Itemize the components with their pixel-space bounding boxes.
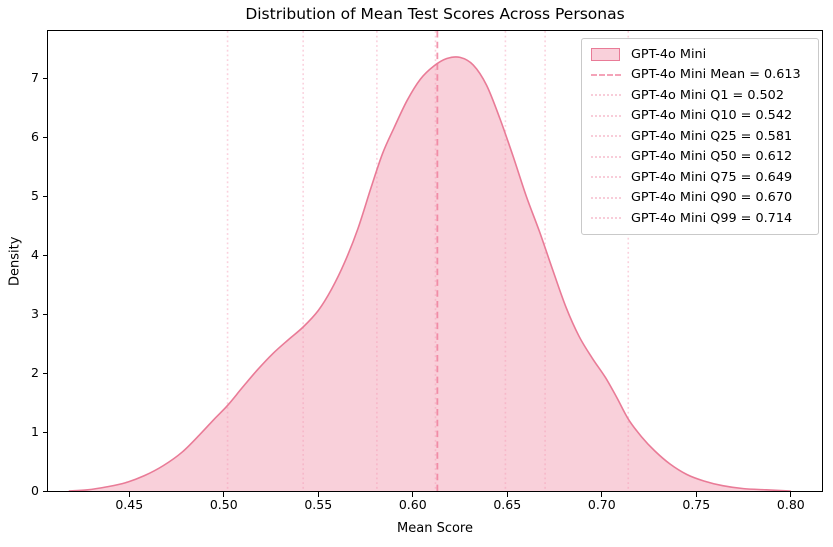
x-tick-label: 0.65 [493, 497, 522, 512]
y-tick-mark [42, 313, 47, 315]
legend-dashed-line-swatch [591, 73, 621, 76]
legend-item: GPT-4o Mini Mean = 0.613 [591, 65, 818, 86]
x-tick-label: 0.60 [398, 497, 427, 512]
y-tick-label: 2 [31, 365, 39, 380]
y-tick-mark [42, 136, 47, 138]
legend-item-label: GPT-4o Mini Mean = 0.613 [631, 67, 801, 83]
x-tick-mark [128, 492, 130, 497]
legend-item: GPT-4o Mini Q90 = 0.670 [591, 188, 818, 209]
legend-item-label: GPT-4o Mini [631, 46, 707, 62]
x-tick-mark [601, 492, 603, 497]
y-tick-mark [42, 254, 47, 256]
x-tick-label: 0.50 [209, 497, 238, 512]
y-tick-label: 3 [31, 306, 39, 321]
legend-item: GPT-4o Mini Q99 = 0.714 [591, 208, 818, 229]
y-axis-label: Density [7, 236, 23, 286]
legend-dotted-line-swatch [591, 217, 621, 220]
legend-item: GPT-4o Mini Q50 = 0.612 [591, 147, 818, 168]
legend-patch-swatch [591, 47, 621, 61]
legend-item-label: GPT-4o Mini Q1 = 0.502 [631, 87, 784, 103]
legend-item: GPT-4o Mini Q75 = 0.649 [591, 167, 818, 188]
legend-item: GPT-4o Mini Q1 = 0.502 [591, 85, 818, 106]
y-tick-mark [42, 431, 47, 433]
legend-dotted-line-swatch [591, 94, 621, 97]
y-tick-label: 4 [31, 247, 39, 262]
legend-dotted-line-swatch [591, 155, 621, 158]
x-tick-label: 0.80 [776, 497, 805, 512]
x-tick-mark [695, 492, 697, 497]
y-tick-mark [42, 77, 47, 79]
x-tick-mark [790, 492, 792, 497]
density-curve [68, 56, 791, 491]
x-tick-label: 0.75 [682, 497, 711, 512]
legend-item: GPT-4o Mini [591, 44, 818, 65]
y-tick-label: 7 [31, 70, 39, 86]
plot-area: GPT-4o Mini GPT-4o Mini Mean = 0.613 GPT-4… [47, 30, 823, 492]
x-tick-mark [223, 492, 225, 497]
legend-item-label: GPT-4o Mini Q50 = 0.612 [631, 149, 793, 165]
y-tick-mark [42, 195, 47, 197]
x-tick-mark [412, 492, 414, 497]
y-tick-label: 1 [31, 424, 39, 439]
x-axis-label: Mean Score [397, 521, 473, 536]
legend-item-label: GPT-4o Mini Q99 = 0.714 [631, 210, 793, 226]
density-area-fill [68, 56, 791, 491]
x-tick-label: 0.70 [587, 497, 616, 512]
chart-title: Distribution of Mean Test Scores Across … [245, 5, 625, 23]
legend-item-label: GPT-4o Mini Q25 = 0.581 [631, 128, 793, 144]
x-tick-mark [506, 492, 508, 497]
legend-item-label: GPT-4o Mini Q10 = 0.542 [631, 108, 793, 124]
legend: GPT-4o Mini GPT-4o Mini Mean = 0.613 GPT-4… [581, 38, 819, 235]
y-tick-mark [42, 372, 47, 374]
legend-item-label: GPT-4o Mini Q90 = 0.670 [631, 190, 793, 206]
y-tick-label: 0 [31, 483, 39, 498]
x-tick-label: 0.55 [304, 497, 333, 512]
legend-dotted-line-swatch [591, 114, 621, 117]
legend-dotted-line-swatch [591, 176, 621, 179]
y-tick-mark [42, 490, 47, 492]
legend-item: GPT-4o Mini Q25 = 0.581 [591, 126, 818, 147]
x-tick-mark [317, 492, 319, 497]
legend-item-label: GPT-4o Mini Q75 = 0.649 [631, 169, 793, 185]
y-tick-label: 6 [31, 129, 39, 145]
y-tick-label: 5 [31, 188, 39, 203]
x-tick-label: 0.45 [115, 497, 144, 512]
legend-item: GPT-4o Mini Q10 = 0.542 [591, 106, 818, 127]
legend-dotted-line-swatch [591, 196, 621, 199]
legend-dotted-line-swatch [591, 135, 621, 138]
